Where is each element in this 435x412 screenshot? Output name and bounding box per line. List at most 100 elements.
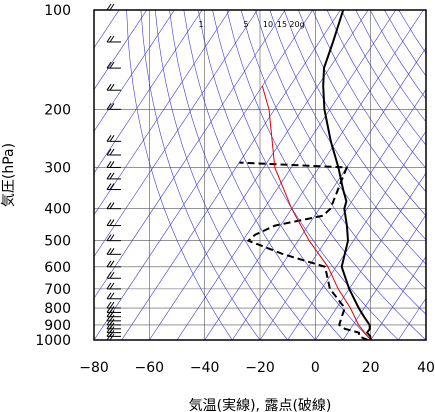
wind-barb [106, 219, 121, 227]
dry-adiabat-line [197, 10, 371, 340]
wind-barb-flag [106, 322, 112, 330]
wind-barb-flag [109, 282, 115, 290]
skewed-isotherm-line [315, 172, 426, 340]
mixing-ratio-label: 15 [277, 20, 287, 29]
wind-barb-flag [106, 148, 112, 156]
wind-barb [106, 248, 121, 255]
x-tick-label: −40 [190, 360, 220, 376]
wind-barb-flag [106, 3, 112, 11]
wind-barb-flag [106, 282, 112, 290]
wind-barb [106, 282, 121, 290]
x-axis-title: 気温(実線), 露点(破線) [189, 398, 332, 412]
wind-barb-flag [109, 271, 115, 279]
wind-barb [106, 161, 121, 168]
mixing-ratio-label: 10 [263, 20, 273, 29]
skewed-isotherm-line [94, 10, 175, 132]
wind-barb-flag [109, 183, 115, 190]
wind-barb [106, 322, 121, 330]
x-tick-label: −20 [245, 360, 275, 376]
skewed-isotherm-line [232, 47, 426, 340]
wind-barb [106, 271, 121, 279]
wind-barb [106, 35, 121, 43]
data-layer [239, 10, 372, 340]
wind-barb-flag [109, 61, 115, 69]
x-tick-label: 0 [311, 360, 320, 376]
y-tick-label: 800 [44, 301, 71, 317]
mixing-ratio-labels: 1 5 10 15 20g [198, 20, 304, 29]
wind-barb [106, 135, 121, 142]
skewed-isotherm-line [94, 10, 147, 91]
y-tick-label: 200 [44, 102, 71, 118]
skewed-isotherm-line [425, 339, 426, 340]
wind-barb-flag [106, 83, 112, 91]
wind-barb-flag [106, 183, 112, 190]
wind-barb-flag [109, 248, 115, 255]
wind-barb-flag [106, 219, 112, 226]
mixing-ratio-label: 1 [198, 20, 203, 29]
skewed-isotherm-line [94, 10, 286, 299]
skewed-isotherm-line [149, 10, 369, 340]
wind-barb-flag [109, 172, 115, 180]
wind-barb-flag [106, 333, 112, 341]
dry-adiabat-line [283, 10, 426, 241]
wind-barb-flag [106, 260, 112, 268]
dry-adiabat-line [326, 10, 426, 169]
wind-barb [106, 3, 121, 11]
x-tick-label: 40 [417, 360, 435, 376]
dry-adiabat-line [312, 10, 426, 193]
wind-barb [106, 183, 121, 191]
wind-barb-flag [109, 219, 115, 226]
wind-barb [106, 172, 121, 180]
skewed-isotherm-line [204, 10, 424, 340]
skewed-isotherm-line [287, 130, 426, 340]
wind-barb [106, 148, 121, 156]
plot-frame [93, 9, 427, 341]
wind-barb [106, 234, 121, 242]
wind-barb-flag [106, 301, 112, 309]
temperature-line [322, 10, 372, 340]
wind-barb-flag [109, 202, 115, 209]
y-tick-label: 700 [44, 282, 71, 298]
wind-barb-flag [106, 172, 112, 180]
wind-barb-flag [106, 35, 112, 43]
wind-barb-flag [109, 260, 115, 268]
dry-adiabat-line [126, 10, 233, 340]
wind-barb-flag [109, 135, 115, 142]
wind-barb-flag [109, 3, 115, 11]
wind-barb-flag [109, 161, 115, 168]
wind-barb-flag [106, 248, 112, 255]
dry-adiabat-line [341, 10, 426, 146]
wind-barb-flag [106, 103, 112, 110]
dry-adiabat-line [398, 10, 426, 54]
wind-barb [106, 333, 121, 341]
wind-barb [106, 292, 121, 300]
wind-barb [106, 103, 121, 110]
wind-barb-flag [109, 292, 115, 300]
wind-barb [106, 202, 121, 210]
wind-barb-flag [106, 202, 112, 209]
wind-barb-flag [106, 271, 112, 279]
wind-barb-flag [109, 234, 115, 241]
y-tick-label: 400 [44, 202, 71, 218]
dry-adiabat-line [298, 10, 426, 217]
wind-barb [106, 61, 121, 69]
wind-barb-flag [106, 330, 112, 337]
skewed-isotherm-line [94, 10, 203, 174]
skewed-isotherm-line [121, 10, 341, 340]
y-axis-title: 気圧(hPa) [1, 143, 17, 207]
wind-barb-flag [109, 35, 115, 43]
mixing-ratio-label: 20g [289, 20, 304, 29]
wind-barb-flag [106, 61, 112, 69]
x-tick-label: 20 [362, 360, 380, 376]
wind-barb-flag [106, 306, 112, 313]
skewed-isotherm-line [94, 10, 230, 216]
wind-barb-flag [106, 161, 112, 168]
wind-barb [106, 330, 121, 337]
dry-adiabat-line [154, 10, 288, 340]
wind-barb [106, 310, 121, 318]
dry-adiabat-line [183, 10, 344, 340]
wind-barb-flag [109, 333, 115, 341]
x-tick-labels: −80 −60 −40 −20 0 20 40 [79, 360, 435, 376]
dry-adiabat-line [140, 10, 261, 340]
